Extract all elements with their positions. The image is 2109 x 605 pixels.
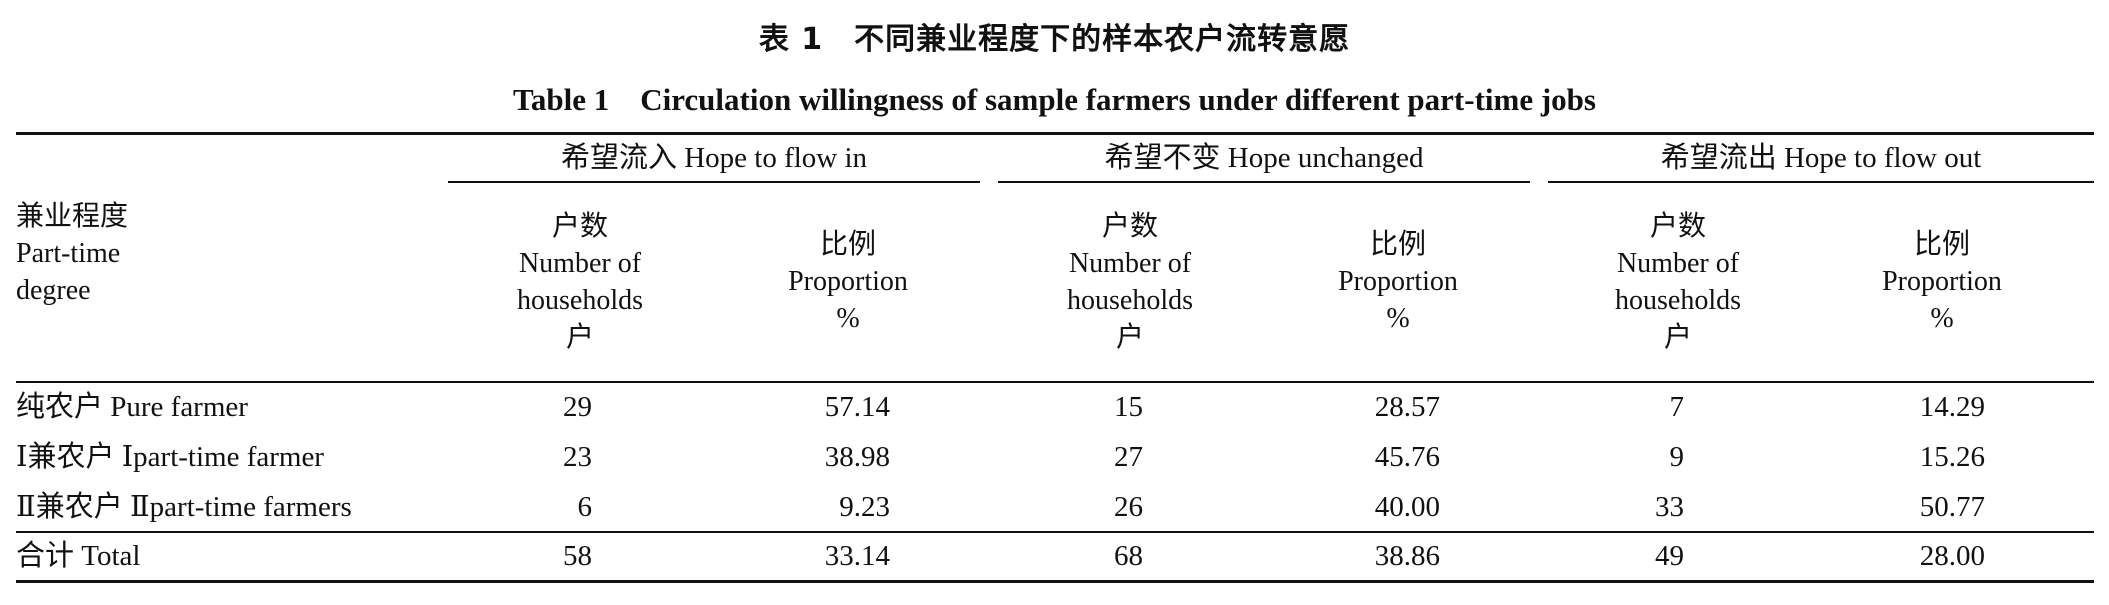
table-cell: 15 — [1114, 391, 1143, 423]
subheader-line: % — [836, 303, 860, 334]
subheader-line: 户 — [1115, 322, 1144, 353]
table-cell: 29 — [563, 391, 592, 423]
table-cell: 14.29 — [1919, 391, 1985, 423]
table-cell: 7 — [1669, 391, 1685, 423]
table-cell: 40.00 — [1374, 491, 1440, 523]
group-rule-unchanged — [998, 181, 1530, 183]
stub-header-line: degree — [16, 275, 91, 306]
table-cell: 58 — [563, 540, 592, 572]
subheader-line: 户 — [1663, 322, 1692, 353]
subheader-line: 比例 — [1369, 229, 1426, 260]
table-cell: 9.23 — [839, 491, 890, 523]
subheader-line: 户数 — [1649, 211, 1706, 242]
table-cell: 45.76 — [1374, 441, 1440, 473]
table-cell: 15.26 — [1919, 441, 1985, 473]
table-caption-cn: 表 1 不同兼业程度下的样本农户流转意愿 — [758, 22, 1351, 57]
total-rule — [16, 531, 2094, 533]
table-cell: 57.14 — [824, 391, 890, 423]
table-cell: 33.14 — [824, 540, 890, 572]
subheader-line: households — [1067, 285, 1193, 316]
subheader-line: 比例 — [819, 229, 876, 260]
group-header-flow-in: 希望流入 Hope to flow in — [560, 142, 868, 174]
table-cell: 6 — [577, 491, 593, 523]
bottom-rule — [16, 580, 2094, 583]
group-header-unchanged: 希望不变 Hope unchanged — [1104, 142, 1424, 174]
table-cell: 68 — [1114, 540, 1143, 572]
group-rule-flow-in — [448, 181, 980, 183]
stub-header-line: 兼业程度 — [16, 201, 129, 232]
table-cell: 33 — [1655, 491, 1684, 523]
subheader-line: Number of — [1616, 248, 1740, 279]
subheader-line: Number of — [518, 248, 642, 279]
table-cell: 28.57 — [1374, 391, 1440, 423]
subheader-proportion: 比例 Proportion % — [1298, 226, 1498, 337]
group-header-flow-out: 希望流出 Hope to flow out — [1660, 142, 1982, 174]
stub-header-line: Part-time — [16, 238, 121, 269]
row-label: Ⅰ兼农户 Ⅰpart-time farmer — [16, 441, 324, 473]
table-cell: 23 — [563, 441, 592, 473]
subheader-households: 户数 Number of households 户 — [1030, 208, 1230, 356]
table-cell: 50.77 — [1919, 491, 1985, 523]
header-rule — [16, 381, 2094, 383]
subheader-households: 户数 Number of households 户 — [1578, 208, 1778, 356]
table-cell: 26 — [1114, 491, 1143, 523]
table-caption-en: Table 1 Circulation willingness of sampl… — [513, 82, 1596, 117]
group-rule-flow-out — [1548, 181, 2094, 183]
table-cell: 27 — [1114, 441, 1143, 473]
subheader-line: Proportion — [1338, 266, 1458, 297]
row-label: 纯农户 Pure farmer — [16, 391, 248, 423]
subheader-line: % — [1386, 303, 1410, 334]
subheader-line: 户数 — [1101, 211, 1158, 242]
subheader-line: 户数 — [551, 211, 608, 242]
subheader-line: Proportion — [1882, 266, 2002, 297]
table-cell: 38.86 — [1374, 540, 1440, 572]
subheader-proportion: 比例 Proportion % — [1842, 226, 2042, 337]
table-cell: 49 — [1655, 540, 1684, 572]
row-label: Ⅱ兼农户 Ⅱpart-time farmers — [16, 491, 352, 523]
subheader-line: % — [1930, 303, 1954, 334]
row-label-total: 合计 Total — [16, 540, 141, 572]
subheader-line: households — [517, 285, 643, 316]
top-rule — [16, 132, 2094, 135]
table-cell: 9 — [1669, 441, 1685, 473]
table-cell: 38.98 — [824, 441, 890, 473]
subheader-proportion: 比例 Proportion % — [748, 226, 948, 337]
subheader-households: 户数 Number of households 户 — [480, 208, 680, 356]
subheader-line: 比例 — [1913, 229, 1970, 260]
subheader-line: 户 — [565, 322, 594, 353]
table-cell: 28.00 — [1919, 540, 1985, 572]
stub-header: 兼业程度 Part-time degree — [16, 198, 128, 309]
subheader-line: Proportion — [788, 266, 908, 297]
subheader-line: households — [1615, 285, 1741, 316]
subheader-line: Number of — [1068, 248, 1192, 279]
